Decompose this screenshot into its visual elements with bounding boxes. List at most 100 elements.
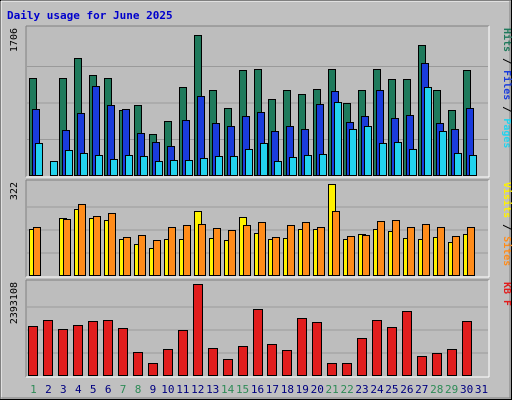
bar-pages-day-17 <box>274 161 282 176</box>
bar-pages-day-30 <box>469 155 477 176</box>
bar-sites-day-5 <box>93 216 101 276</box>
bar-kb-f-day-4 <box>73 325 83 376</box>
x-tick-label: 14 <box>221 383 235 396</box>
x-tick-label: 21 <box>326 383 339 396</box>
bar-kb-f-day-15 <box>238 346 248 376</box>
bar-pages-day-5 <box>95 155 103 176</box>
bar-pages-day-3 <box>65 150 73 176</box>
bar-sites-day-1 <box>33 227 41 276</box>
legend-kb-f: KB F <box>501 282 512 306</box>
bar-kb-f-day-7 <box>118 328 128 376</box>
bar-pages-day-25 <box>394 142 402 176</box>
bar-pages-day-21 <box>334 102 342 176</box>
bar-pages-day-11 <box>185 160 193 176</box>
x-tick-label: 28 <box>430 383 443 396</box>
bar-kb-f-day-28 <box>432 353 442 376</box>
series-kb-f <box>28 284 472 376</box>
x-tick-label: 13 <box>206 383 219 396</box>
bar-kb-f-day-13 <box>208 348 218 376</box>
x-tick-label: 2 <box>45 383 52 396</box>
right-legend-label: Visits / Sites <box>501 182 512 266</box>
bar-pages-day-9 <box>155 161 163 176</box>
bar-sites-day-21 <box>332 211 340 276</box>
bar-sites-day-19 <box>302 222 310 276</box>
x-tick-label: 8 <box>135 383 142 396</box>
x-tick-label: 31 <box>475 383 488 396</box>
x-tick-label: 19 <box>296 383 309 396</box>
x-tick-label: 20 <box>311 383 324 396</box>
y-max-label: 1706 <box>9 28 20 52</box>
bar-sites-day-17 <box>272 237 280 276</box>
x-tick-label: 16 <box>251 383 264 396</box>
bar-sites-day-24 <box>377 221 385 276</box>
x-tick-label: 10 <box>161 383 174 396</box>
legend-visits: Visits <box>501 182 512 218</box>
x-tick-label: 27 <box>415 383 428 396</box>
bar-sites-day-4 <box>78 204 86 276</box>
x-tick-label: 26 <box>400 383 413 396</box>
x-tick-label: 1 <box>30 383 37 396</box>
bar-sites-day-10 <box>168 227 176 276</box>
bar-kb-f-day-8 <box>133 352 143 376</box>
bar-pages-day-29 <box>454 153 462 176</box>
legend-hits: Hits <box>501 28 512 52</box>
bar-pages-day-7 <box>125 155 133 176</box>
bar-kb-f-day-21 <box>327 363 337 376</box>
bar-pages-day-23 <box>364 126 372 176</box>
bar-pages-day-26 <box>409 149 417 176</box>
bar-sites-day-14 <box>228 230 236 276</box>
bar-sites-day-15 <box>243 225 251 276</box>
x-tick-label: 15 <box>236 383 249 396</box>
x-tick-label: 4 <box>75 383 82 396</box>
bar-sites-day-22 <box>347 236 355 276</box>
bar-pages-day-4 <box>80 153 88 176</box>
bar-pages-day-28 <box>439 131 447 176</box>
x-tick-label: 29 <box>445 383 458 396</box>
x-tick-label: 7 <box>120 383 127 396</box>
bar-kb-f-day-3 <box>58 329 68 376</box>
bar-pages-day-24 <box>379 143 387 176</box>
bar-kb-f-day-2 <box>43 320 53 376</box>
bar-sites-day-29 <box>452 236 460 276</box>
legend--: / <box>501 100 512 112</box>
bar-kb-f-day-16 <box>253 309 263 376</box>
y-max-label: 322 <box>9 182 20 200</box>
bar-pages-day-19 <box>304 155 312 176</box>
x-tick-label: 22 <box>340 383 353 396</box>
bar-sites-day-6 <box>108 213 116 276</box>
bar-sites-day-20 <box>317 227 325 276</box>
bar-kb-f-day-22 <box>342 363 352 376</box>
bar-kb-f-day-26 <box>402 311 412 376</box>
bar-kb-f-day-5 <box>88 321 98 376</box>
bar-kb-f-day-18 <box>282 350 292 376</box>
x-tick-label: 3 <box>60 383 67 396</box>
bar-kb-f-day-30 <box>462 321 472 376</box>
bar-sites-day-23 <box>362 235 370 276</box>
legend-sites: Sites <box>501 230 512 266</box>
bar-pages-day-12 <box>200 158 208 176</box>
bar-kb-f-day-25 <box>387 327 397 376</box>
chart-panels: 1706 Hits / Files / Pages 322 Visits / Site… <box>9 25 512 378</box>
bar-sites-day-12 <box>198 224 206 276</box>
bar-kb-f-day-20 <box>312 322 322 376</box>
bar-sites-day-16 <box>258 222 266 276</box>
x-axis: 1 2 3 4 5 6 7 8 9 10 11 12 13 14 15 16 17 18 19 20 21 22 23 24 2… <box>30 383 488 396</box>
bar-kb-f-day-6 <box>103 320 113 376</box>
bar-sites-day-25 <box>392 220 400 276</box>
bar-pages-day-1 <box>35 143 43 176</box>
bar-kb-f-day-23 <box>357 338 367 376</box>
bar-kb-f-day-19 <box>297 318 307 376</box>
bar-pages-day-20 <box>319 154 327 176</box>
legend--: / <box>501 218 512 230</box>
bar-pages-day-2 <box>50 161 58 176</box>
bar-kb-f-day-14 <box>223 359 233 376</box>
panel-hits-files-pages: 1706 Hits / Files / Pages <box>9 25 512 178</box>
bar-sites-day-7 <box>123 237 131 276</box>
chart-title: Daily usage for June 2025 <box>7 9 173 22</box>
bar-sites-day-11 <box>183 225 191 276</box>
bar-kb-f-day-17 <box>267 344 277 376</box>
bar-kb-f-day-27 <box>417 356 427 376</box>
panel-kb-f: 2393108 KB F <box>9 279 512 378</box>
bar-sites-day-3 <box>63 219 71 276</box>
bar-kb-f-day-24 <box>372 320 382 376</box>
